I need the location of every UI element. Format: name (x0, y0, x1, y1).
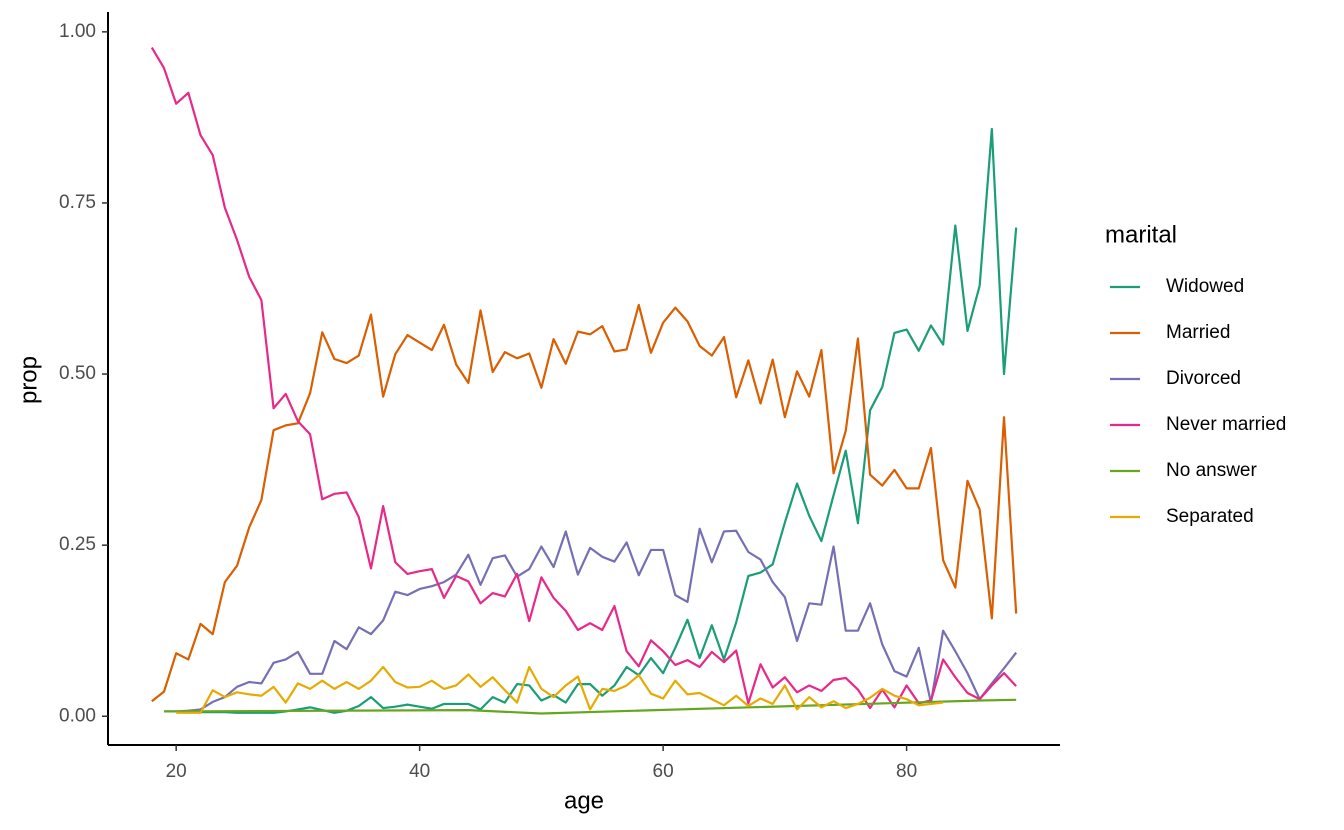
legend-label: Never married (1166, 414, 1286, 435)
y-tick-label: 0.25 (59, 534, 96, 555)
series-line (164, 127, 1018, 714)
x-tick-label: 40 (409, 761, 430, 782)
series-line (163, 698, 1017, 715)
x-tick-label: 20 (166, 761, 187, 782)
y-tick-label: 0.50 (59, 363, 96, 384)
legend-label: Married (1166, 322, 1230, 343)
legend-label: Widowed (1166, 276, 1244, 297)
y-tick-label: 0.75 (59, 192, 96, 213)
y-axis-title: prop (15, 356, 42, 404)
series-line (176, 665, 944, 714)
series-line (150, 47, 1017, 710)
legend-label: No answer (1166, 460, 1257, 481)
series-line (151, 303, 1018, 703)
x-axis-title: age (564, 787, 604, 814)
legend-label: Separated (1166, 506, 1254, 527)
x-tick-label: 60 (653, 761, 674, 782)
y-tick-label: 0.00 (59, 705, 96, 726)
y-tick-label: 1.00 (59, 21, 96, 42)
series-line (164, 527, 1018, 713)
x-tick-label: 80 (896, 761, 917, 782)
legend-label: Divorced (1166, 368, 1241, 389)
legend-title: marital (1105, 221, 1177, 248)
